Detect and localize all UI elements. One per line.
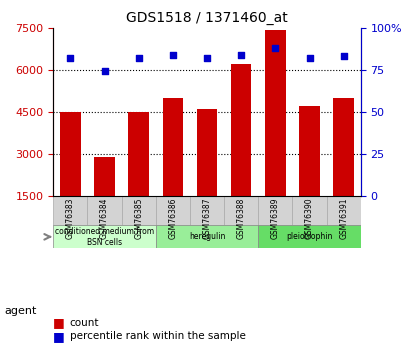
Point — [306, 55, 312, 61]
FancyBboxPatch shape — [224, 196, 258, 225]
Bar — [265, 30, 285, 196]
FancyBboxPatch shape — [326, 196, 360, 225]
FancyBboxPatch shape — [53, 196, 87, 225]
Point — [135, 55, 142, 61]
Text: percentile rank within the sample: percentile rank within the sample — [70, 332, 245, 341]
FancyBboxPatch shape — [258, 225, 360, 248]
Point — [169, 52, 176, 57]
Text: ■: ■ — [53, 316, 65, 329]
Text: ■: ■ — [53, 330, 65, 343]
Text: GSM76388: GSM76388 — [236, 197, 245, 239]
Text: GSM76389: GSM76389 — [270, 197, 279, 239]
Text: GSM76387: GSM76387 — [202, 197, 211, 239]
Text: GSM76385: GSM76385 — [134, 197, 143, 239]
Point — [203, 55, 210, 61]
Point — [272, 45, 278, 51]
FancyBboxPatch shape — [155, 225, 258, 248]
Point — [339, 53, 346, 59]
Bar — [196, 109, 217, 196]
FancyBboxPatch shape — [155, 196, 189, 225]
Bar — [128, 112, 148, 196]
Point — [101, 69, 108, 74]
Text: GSM76383: GSM76383 — [66, 197, 75, 239]
Text: count: count — [70, 318, 99, 327]
Text: conditioned medium from
BSN cells: conditioned medium from BSN cells — [55, 227, 154, 247]
Text: GSM76391: GSM76391 — [338, 197, 347, 239]
Text: pleiotrophin: pleiotrophin — [285, 232, 332, 241]
Title: GDS1518 / 1371460_at: GDS1518 / 1371460_at — [126, 11, 287, 25]
Text: GSM76386: GSM76386 — [168, 197, 177, 239]
Text: GSM76384: GSM76384 — [100, 197, 109, 239]
Bar — [94, 157, 115, 196]
Point — [237, 52, 244, 57]
Point — [67, 55, 74, 61]
FancyBboxPatch shape — [292, 196, 326, 225]
Text: agent: agent — [4, 306, 36, 315]
Bar — [333, 98, 353, 196]
Text: GSM76390: GSM76390 — [304, 197, 313, 239]
FancyBboxPatch shape — [53, 225, 155, 248]
FancyBboxPatch shape — [121, 196, 155, 225]
FancyBboxPatch shape — [258, 196, 292, 225]
Bar — [162, 98, 183, 196]
Bar — [230, 64, 251, 196]
Text: heregulin: heregulin — [189, 232, 225, 241]
FancyBboxPatch shape — [189, 196, 224, 225]
Bar — [299, 106, 319, 196]
Bar — [60, 112, 81, 196]
FancyBboxPatch shape — [87, 196, 121, 225]
